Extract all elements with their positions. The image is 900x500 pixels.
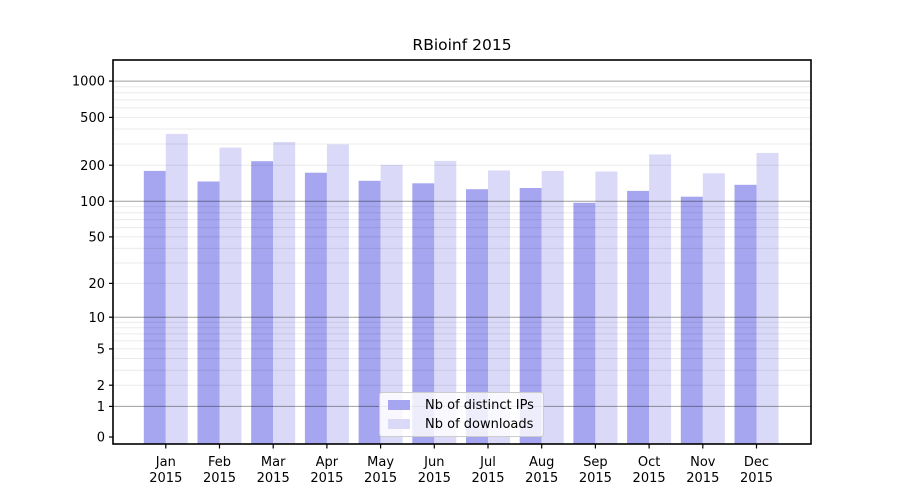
x-tick-label-year: 2015 — [257, 471, 290, 486]
y-tick-label: 50 — [88, 230, 105, 245]
x-tick-label-month: Feb — [208, 455, 231, 470]
bar-distinct-ips-jun — [412, 183, 435, 445]
x-tick-label-month: Apr — [316, 455, 339, 470]
y-tick-label: 0 — [97, 431, 105, 446]
x-tick-label-year: 2015 — [740, 471, 773, 486]
x-tick-label-year: 2015 — [633, 471, 666, 486]
x-tick-label-month: May — [367, 455, 394, 470]
y-tick-label: 2 — [97, 379, 105, 394]
bar-downloads-may — [380, 164, 403, 444]
legend-label-distinct-ips: Nb of distinct IPs — [425, 397, 534, 413]
y-tick-label: 5 — [97, 342, 105, 357]
bar-downloads-jan — [165, 133, 188, 444]
x-tick-label-month: Jun — [423, 455, 444, 470]
x-tick-label-month: Aug — [529, 455, 554, 470]
bar-downloads-jul — [488, 170, 510, 444]
bar-distinct-ips-may — [358, 180, 381, 445]
y-tick-label: 500 — [80, 111, 105, 126]
x-tick-label-year: 2015 — [364, 471, 397, 486]
x-tick-label-year: 2015 — [203, 471, 236, 486]
bar-distinct-ips-apr — [304, 172, 327, 444]
x-tick-label-month: Jul — [479, 455, 496, 470]
x-tick-label-year: 2015 — [579, 471, 612, 486]
x-tick-label-month: Mar — [261, 455, 286, 470]
legend-item-distinct-ips: Nb of distinct IPs — [388, 397, 535, 413]
bar-downloads-sep — [595, 171, 618, 444]
bar-distinct-ips-feb — [197, 181, 220, 444]
y-tick-label: 1 — [97, 400, 105, 415]
x-tick-label-month: Nov — [690, 455, 716, 470]
bar-downloads-dec — [756, 152, 779, 444]
bar-distinct-ips-jan — [143, 170, 166, 444]
x-tick-label-year: 2015 — [310, 471, 343, 486]
bar-downloads-feb — [219, 147, 242, 444]
x-tick-label-month: Dec — [744, 455, 769, 470]
bar-downloads-aug — [541, 170, 564, 444]
bar-downloads-mar — [273, 142, 296, 444]
legend-label-downloads: Nb of downloads — [425, 416, 534, 432]
x-tick-label-month: Sep — [583, 455, 608, 470]
legend-swatch-distinct-ips — [388, 400, 410, 410]
x-tick-label-year: 2015 — [686, 471, 719, 486]
y-tick-label: 1000 — [72, 75, 105, 90]
x-tick-label-month: Oct — [638, 455, 660, 470]
y-tick-label: 20 — [88, 277, 105, 292]
bar-distinct-ips-oct — [627, 190, 650, 444]
bar-distinct-ips-mar — [251, 161, 274, 444]
bar-downloads-jun — [434, 160, 457, 444]
y-tick-label: 100 — [80, 195, 105, 210]
bar-distinct-ips-sep — [573, 202, 596, 444]
x-tick-label-year: 2015 — [471, 471, 504, 486]
legend-swatch-downloads — [388, 419, 410, 429]
x-tick-label-year: 2015 — [149, 471, 182, 486]
y-tick-label: 10 — [88, 311, 105, 326]
bar-distinct-ips-jul — [466, 189, 488, 444]
bar-distinct-ips-aug — [519, 188, 542, 444]
x-tick-label-year: 2015 — [525, 471, 558, 486]
legend: Nb of distinct IPs Nb of downloads — [379, 392, 544, 437]
bar-distinct-ips-nov — [680, 196, 703, 444]
bar-downloads-nov — [702, 173, 725, 445]
x-tick-label-year: 2015 — [418, 471, 451, 486]
legend-item-downloads: Nb of downloads — [388, 416, 535, 432]
y-tick-label: 200 — [80, 159, 105, 174]
bar-downloads-oct — [649, 154, 672, 444]
x-tick-label-month: Jan — [155, 455, 176, 470]
chart-title: RBioinf 2015 — [412, 36, 512, 54]
bar-downloads-apr — [326, 144, 349, 444]
plot-frame — [112, 59, 812, 445]
bar-distinct-ips-dec — [734, 184, 757, 445]
